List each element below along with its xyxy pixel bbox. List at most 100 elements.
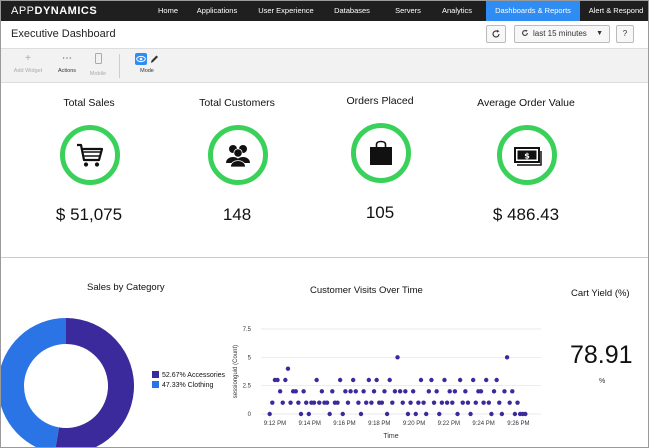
data-point[interactable] — [382, 389, 387, 394]
data-point[interactable] — [444, 400, 450, 405]
data-point[interactable] — [452, 389, 458, 394]
data-point[interactable] — [442, 377, 447, 383]
data-point[interactable] — [267, 411, 272, 417]
data-point[interactable] — [330, 389, 335, 394]
data-point[interactable] — [473, 400, 478, 405]
data-point[interactable] — [429, 377, 434, 383]
data-point[interactable] — [358, 411, 364, 417]
data-point[interactable] — [314, 377, 319, 383]
data-point[interactable] — [512, 411, 518, 417]
data-point[interactable] — [426, 389, 432, 394]
data-point[interactable] — [418, 377, 424, 383]
data-point[interactable] — [296, 400, 301, 405]
donut-slice-clothing[interactable] — [0, 318, 66, 448]
mobile-button[interactable]: Mobile — [85, 53, 111, 77]
data-point[interactable] — [504, 355, 510, 360]
nav-alert-respond[interactable]: Alert & Respond — [588, 6, 644, 15]
data-point[interactable] — [408, 400, 413, 405]
data-point[interactable] — [324, 400, 330, 405]
data-point[interactable] — [410, 389, 416, 394]
data-point[interactable] — [384, 411, 390, 417]
nav-user-experience[interactable]: User Experience — [258, 6, 314, 15]
data-point[interactable] — [317, 400, 322, 405]
data-point[interactable] — [455, 411, 460, 417]
data-point[interactable] — [392, 389, 398, 394]
data-point[interactable] — [364, 400, 369, 405]
nav-applications[interactable]: Applications — [196, 6, 238, 15]
data-point[interactable] — [447, 389, 452, 394]
data-point[interactable] — [270, 400, 275, 405]
data-point[interactable] — [434, 389, 439, 394]
data-point[interactable] — [301, 389, 306, 394]
data-point[interactable] — [361, 389, 366, 394]
data-point[interactable] — [437, 411, 442, 417]
nav-databases[interactable]: Databases — [334, 6, 370, 15]
data-point[interactable] — [413, 411, 418, 417]
data-point[interactable] — [337, 377, 343, 383]
data-point[interactable] — [460, 400, 465, 405]
data-point[interactable] — [497, 400, 502, 405]
data-point[interactable] — [319, 389, 325, 394]
data-point[interactable] — [470, 377, 476, 383]
data-point[interactable] — [306, 411, 312, 417]
add-widget-button[interactable]: + Add Widget — [11, 53, 45, 74]
data-point[interactable] — [345, 400, 351, 405]
data-point[interactable] — [494, 377, 499, 383]
data-point[interactable] — [371, 389, 377, 394]
refresh-button[interactable] — [486, 25, 506, 43]
data-point[interactable] — [356, 400, 361, 405]
data-point[interactable] — [403, 389, 408, 394]
data-point[interactable] — [293, 389, 298, 394]
data-point[interactable] — [416, 400, 421, 405]
data-point[interactable] — [502, 389, 507, 394]
nav-analytics[interactable]: Analytics — [441, 6, 472, 15]
data-point[interactable] — [523, 411, 528, 417]
data-point[interactable] — [311, 400, 317, 405]
help-button[interactable]: ? — [616, 25, 634, 43]
data-point[interactable] — [486, 400, 492, 405]
data-point[interactable] — [424, 411, 429, 417]
data-point[interactable] — [353, 389, 358, 394]
data-point[interactable] — [457, 377, 463, 383]
data-point[interactable] — [478, 389, 484, 394]
data-point[interactable] — [481, 400, 486, 405]
data-point[interactable] — [397, 389, 403, 394]
time-range-dropdown[interactable]: last 15 minutes ▼ — [514, 25, 610, 43]
data-point[interactable] — [369, 400, 374, 405]
appdynamics-logo[interactable]: APPDYNAMICS — [11, 5, 98, 17]
data-point[interactable] — [335, 400, 340, 405]
data-point[interactable] — [387, 377, 392, 383]
data-point[interactable] — [395, 355, 400, 360]
actions-button[interactable]: ⋯ Actions — [53, 53, 81, 74]
data-point[interactable] — [283, 377, 288, 383]
data-point[interactable] — [465, 400, 471, 405]
data-point[interactable] — [450, 400, 455, 405]
pencil-icon[interactable] — [149, 53, 159, 65]
data-point[interactable] — [288, 400, 293, 405]
data-point[interactable] — [298, 411, 304, 417]
data-point[interactable] — [277, 389, 283, 394]
data-point[interactable] — [489, 411, 494, 417]
data-point[interactable] — [340, 411, 345, 417]
eye-icon[interactable] — [134, 53, 147, 65]
nav-dashboards-reports[interactable]: Dashboards & Reports — [486, 1, 580, 21]
data-point[interactable] — [421, 400, 426, 405]
data-point[interactable] — [374, 377, 379, 383]
data-point[interactable] — [431, 400, 437, 405]
data-point[interactable] — [491, 389, 497, 394]
data-point[interactable] — [507, 400, 512, 405]
data-point[interactable] — [390, 400, 395, 405]
nav-home[interactable]: Home — [157, 6, 178, 15]
data-point[interactable] — [400, 400, 405, 405]
data-point[interactable] — [327, 411, 332, 417]
data-point[interactable] — [405, 411, 411, 417]
data-point[interactable] — [379, 400, 385, 405]
data-point[interactable] — [348, 389, 353, 394]
data-point[interactable] — [350, 377, 356, 383]
data-point[interactable] — [439, 400, 445, 405]
data-point[interactable] — [463, 389, 468, 394]
data-point[interactable] — [468, 411, 473, 417]
data-point[interactable] — [304, 400, 309, 405]
data-point[interactable] — [285, 366, 291, 371]
data-point[interactable] — [484, 377, 489, 383]
